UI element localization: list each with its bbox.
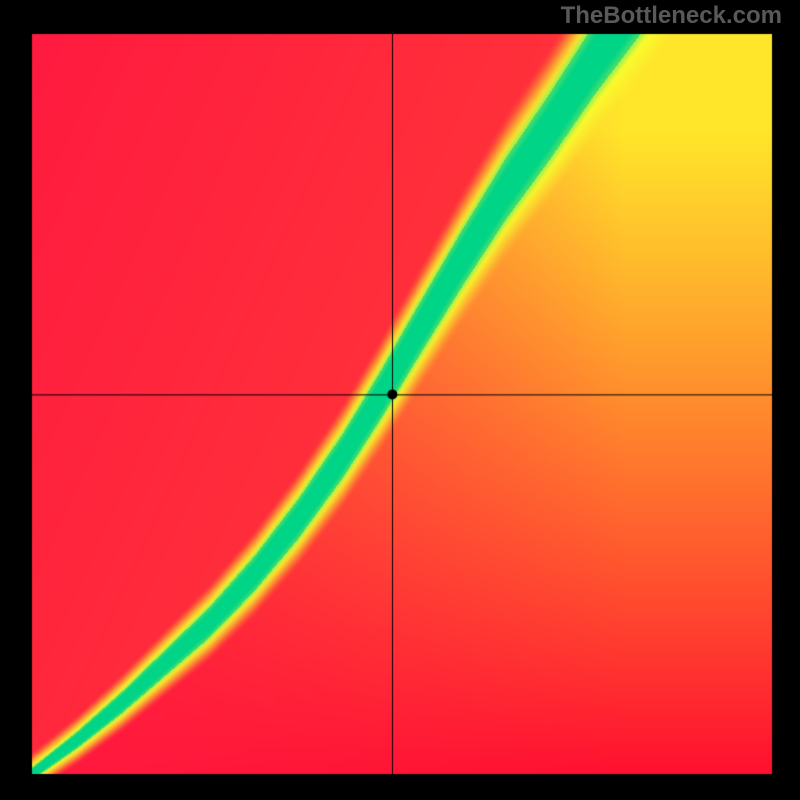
bottleneck-heatmap [0,0,800,800]
source-watermark: TheBottleneck.com [561,2,782,30]
